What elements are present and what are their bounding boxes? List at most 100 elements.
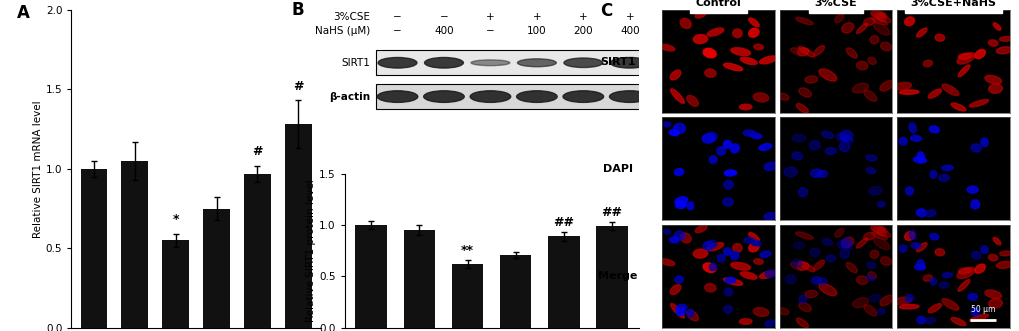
Ellipse shape xyxy=(424,58,463,68)
Ellipse shape xyxy=(704,69,715,77)
Ellipse shape xyxy=(872,23,890,35)
Ellipse shape xyxy=(730,252,738,260)
Ellipse shape xyxy=(777,93,788,100)
Ellipse shape xyxy=(722,306,732,313)
Ellipse shape xyxy=(748,243,758,252)
Ellipse shape xyxy=(839,249,849,259)
Ellipse shape xyxy=(927,304,941,313)
Ellipse shape xyxy=(865,262,875,268)
Ellipse shape xyxy=(856,238,867,248)
Ellipse shape xyxy=(987,299,1002,308)
Ellipse shape xyxy=(723,288,732,296)
Ellipse shape xyxy=(659,44,675,51)
Ellipse shape xyxy=(378,58,417,68)
Ellipse shape xyxy=(673,123,685,134)
Ellipse shape xyxy=(716,255,725,262)
Ellipse shape xyxy=(970,144,980,152)
Ellipse shape xyxy=(797,262,808,270)
Ellipse shape xyxy=(674,168,683,176)
Ellipse shape xyxy=(867,272,875,279)
Ellipse shape xyxy=(841,237,853,248)
Ellipse shape xyxy=(722,140,731,148)
Ellipse shape xyxy=(732,244,742,252)
Ellipse shape xyxy=(904,17,914,26)
Ellipse shape xyxy=(804,76,817,83)
Ellipse shape xyxy=(820,131,833,138)
Ellipse shape xyxy=(798,303,811,312)
Ellipse shape xyxy=(810,277,820,284)
Ellipse shape xyxy=(898,137,906,145)
Ellipse shape xyxy=(841,244,852,250)
Ellipse shape xyxy=(674,231,684,240)
Ellipse shape xyxy=(707,240,716,248)
Ellipse shape xyxy=(816,170,826,177)
Ellipse shape xyxy=(680,233,691,243)
Ellipse shape xyxy=(471,60,510,66)
Ellipse shape xyxy=(956,53,974,64)
Ellipse shape xyxy=(863,305,876,316)
Text: *: * xyxy=(172,213,178,226)
Ellipse shape xyxy=(784,167,797,177)
Ellipse shape xyxy=(748,18,758,27)
Ellipse shape xyxy=(743,237,753,243)
Ellipse shape xyxy=(872,227,890,237)
Ellipse shape xyxy=(790,262,805,270)
Y-axis label: Relative SIRT1 protein level: Relative SIRT1 protein level xyxy=(306,179,316,322)
Text: −: − xyxy=(392,12,401,22)
Ellipse shape xyxy=(894,297,911,305)
Ellipse shape xyxy=(927,89,941,98)
Ellipse shape xyxy=(669,285,680,295)
Ellipse shape xyxy=(984,75,1001,84)
Ellipse shape xyxy=(871,233,887,240)
Ellipse shape xyxy=(879,42,891,51)
Ellipse shape xyxy=(764,320,775,327)
Ellipse shape xyxy=(865,155,876,161)
Ellipse shape xyxy=(795,232,812,239)
Bar xyxy=(451,264,483,328)
Ellipse shape xyxy=(899,305,918,309)
Text: #: # xyxy=(292,79,304,93)
Ellipse shape xyxy=(916,243,926,252)
Ellipse shape xyxy=(987,255,997,261)
Ellipse shape xyxy=(702,241,713,250)
Ellipse shape xyxy=(970,307,978,316)
Bar xyxy=(162,240,189,328)
Ellipse shape xyxy=(810,169,821,177)
Ellipse shape xyxy=(675,201,685,209)
Ellipse shape xyxy=(846,48,857,58)
Ellipse shape xyxy=(863,18,874,25)
Ellipse shape xyxy=(840,130,852,141)
Y-axis label: Relative SIRT1 mRNA level: Relative SIRT1 mRNA level xyxy=(33,100,43,238)
Text: +: + xyxy=(625,12,634,22)
Ellipse shape xyxy=(722,248,731,255)
Ellipse shape xyxy=(687,309,693,317)
Ellipse shape xyxy=(941,165,953,170)
Ellipse shape xyxy=(609,91,649,102)
Ellipse shape xyxy=(739,104,751,110)
Ellipse shape xyxy=(913,264,924,270)
Y-axis label: SIRT1: SIRT1 xyxy=(599,57,635,67)
Ellipse shape xyxy=(739,319,751,324)
Ellipse shape xyxy=(763,213,775,220)
Ellipse shape xyxy=(716,147,725,155)
Ellipse shape xyxy=(798,188,807,197)
Bar xyxy=(244,173,270,328)
Ellipse shape xyxy=(871,18,887,25)
Ellipse shape xyxy=(743,130,754,136)
Ellipse shape xyxy=(759,56,776,64)
Ellipse shape xyxy=(753,44,762,50)
Ellipse shape xyxy=(758,144,771,150)
Ellipse shape xyxy=(707,132,716,141)
Ellipse shape xyxy=(915,209,925,216)
Ellipse shape xyxy=(910,135,921,141)
Bar xyxy=(404,230,434,328)
Ellipse shape xyxy=(996,261,1011,268)
Ellipse shape xyxy=(872,13,890,23)
Ellipse shape xyxy=(722,198,733,206)
Ellipse shape xyxy=(968,314,987,322)
Title: Control: Control xyxy=(695,0,741,8)
Bar xyxy=(121,161,148,328)
Ellipse shape xyxy=(759,251,770,258)
Bar xyxy=(376,84,650,109)
Ellipse shape xyxy=(928,126,938,133)
